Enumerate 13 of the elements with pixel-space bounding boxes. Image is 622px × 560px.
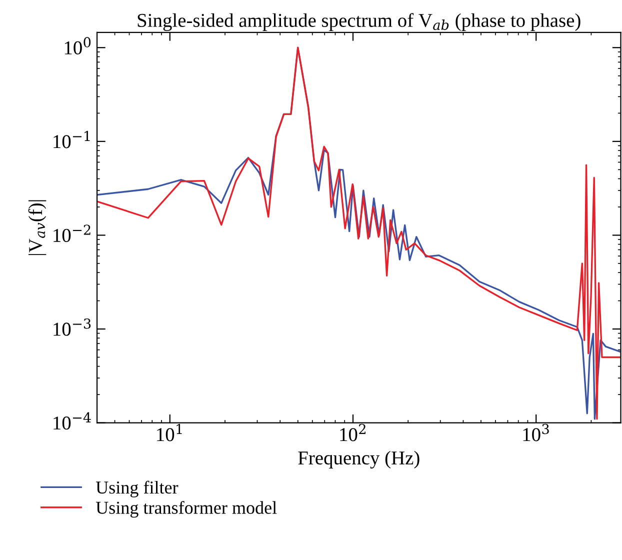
y-tick-label: 10$^{−1}$ <box>54 130 90 148</box>
x-tick-label: 10$^{1}$ <box>157 424 182 442</box>
chart-title: Single-sided amplitude spectrum of V$_{ab}$ (phase to phase) <box>138 13 580 32</box>
y-axis-title: |V$_{av}$(f)| <box>28 200 46 256</box>
legend-label: Using transformer model <box>96 500 277 518</box>
x-tick-label: 10$^{2}$ <box>340 424 366 442</box>
x-axis-title: Frequency (Hz) <box>298 450 420 469</box>
legend-label: Using filter <box>96 480 178 498</box>
y-tick-label: 10$^{−3}$ <box>54 318 91 336</box>
y-tick-label: 10$^{−2}$ <box>54 224 90 242</box>
y-tick-label: 10$^{0}$ <box>64 37 91 54</box>
x-tick-label: 10$^{3}$ <box>523 424 549 442</box>
y-tick-label: 10$^{−4}$ <box>54 412 91 430</box>
